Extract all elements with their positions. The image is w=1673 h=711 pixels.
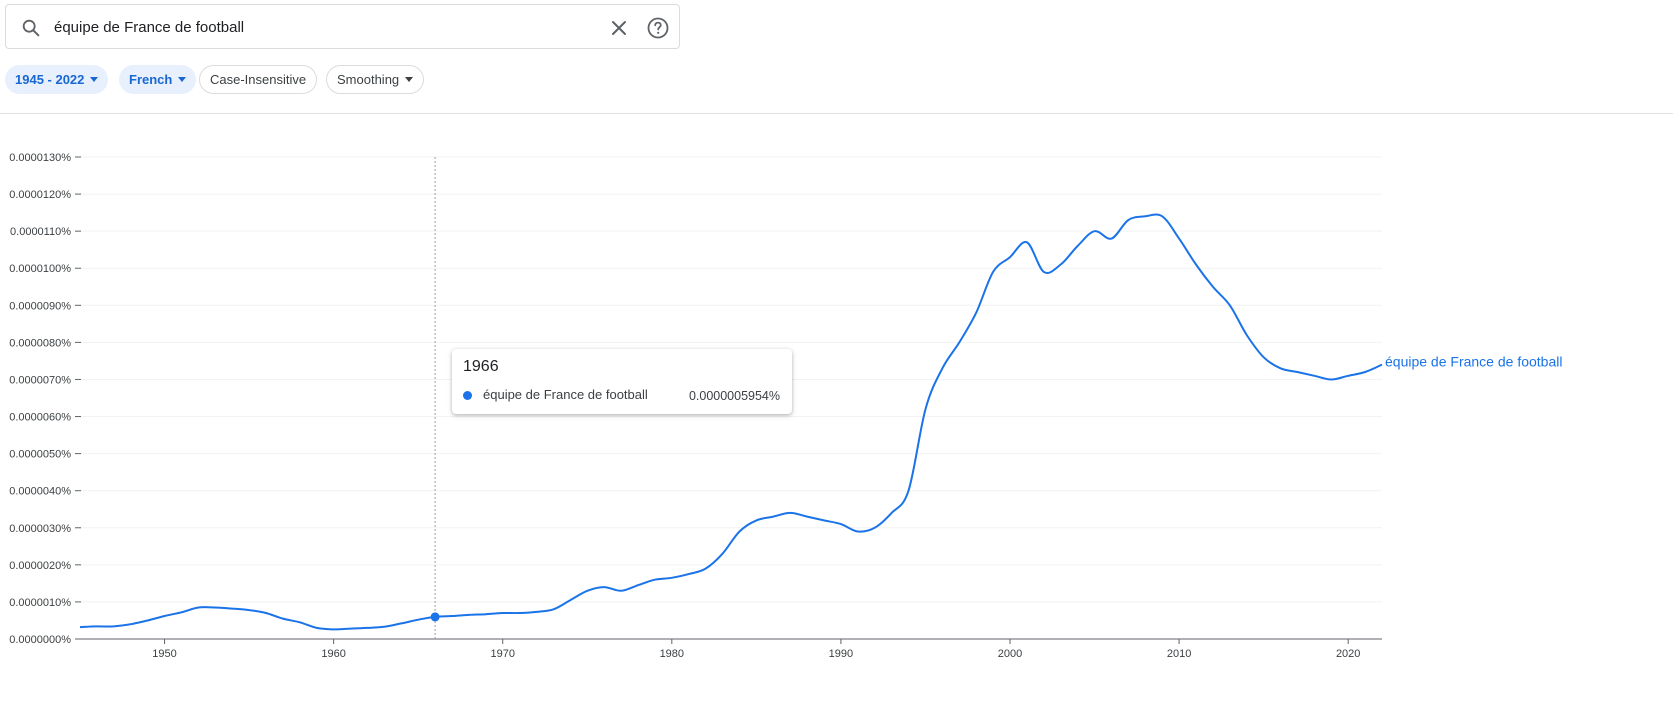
chevron-down-icon	[178, 77, 187, 83]
close-icon[interactable]	[609, 18, 629, 38]
x-tick-label: 1970	[490, 648, 514, 660]
x-tick-label: 1960	[321, 648, 345, 660]
y-tick-label: 0.0000070%	[9, 374, 71, 386]
series-line	[79, 213, 1383, 631]
tooltip-value: 0.0000005954%	[688, 389, 780, 403]
highlight-point	[430, 612, 440, 622]
x-tick-label: 1980	[660, 648, 684, 660]
tooltip-series-dot	[463, 391, 472, 400]
case-insensitive-label: Case-Insensitive	[210, 72, 307, 87]
corpus-dropdown[interactable]: French	[119, 65, 197, 94]
search-icon	[22, 19, 40, 37]
year-range-dropdown[interactable]: 1945 - 2022	[5, 65, 109, 94]
y-tick-label: 0.0000060%	[9, 412, 71, 424]
year-range-label: 1945 - 2022	[15, 72, 85, 87]
search-input[interactable]	[54, 14, 594, 40]
x-tick-label: 1990	[829, 648, 853, 660]
chart-tooltip: 1966 équipe de France de football 0.0000…	[452, 349, 792, 414]
smoothing-label: Smoothing	[337, 72, 400, 87]
y-tick-label: 0.0000130%	[9, 152, 71, 164]
y-tick-label: 0.0000050%	[9, 449, 71, 461]
x-tick-label: 1950	[152, 648, 176, 660]
series-end-label: équipe de France de football	[1385, 354, 1562, 370]
y-tick-label: 0.0000000%	[9, 634, 71, 646]
divider	[0, 113, 1673, 114]
smoothing-dropdown[interactable]: Smoothing	[326, 65, 425, 94]
help-icon[interactable]	[646, 16, 670, 40]
y-tick-label: 0.0000030%	[9, 523, 71, 535]
tooltip-year: 1966	[463, 358, 499, 375]
chevron-down-icon	[405, 77, 414, 83]
y-tick-label: 0.0000080%	[9, 337, 71, 349]
tooltip-series-name: équipe de France de football	[483, 387, 648, 402]
y-tick-label: 0.0000090%	[9, 300, 71, 312]
y-tick-label: 0.0000100%	[9, 263, 71, 275]
y-tick-label: 0.0000020%	[9, 560, 71, 572]
search-box[interactable]	[5, 4, 680, 49]
x-tick-label: 2000	[998, 648, 1022, 660]
y-tick-label: 0.0000040%	[9, 486, 71, 498]
chevron-down-icon	[90, 77, 99, 83]
case-insensitive-toggle[interactable]: Case-Insensitive	[199, 65, 318, 94]
y-tick-label: 0.0000110%	[10, 226, 71, 238]
y-tick-label: 0.0000010%	[9, 597, 71, 609]
x-tick-label: 2010	[1167, 648, 1191, 660]
y-tick-label: 0.0000120%	[9, 189, 71, 201]
x-tick-label: 2020	[1336, 648, 1360, 660]
corpus-label: French	[129, 72, 173, 87]
